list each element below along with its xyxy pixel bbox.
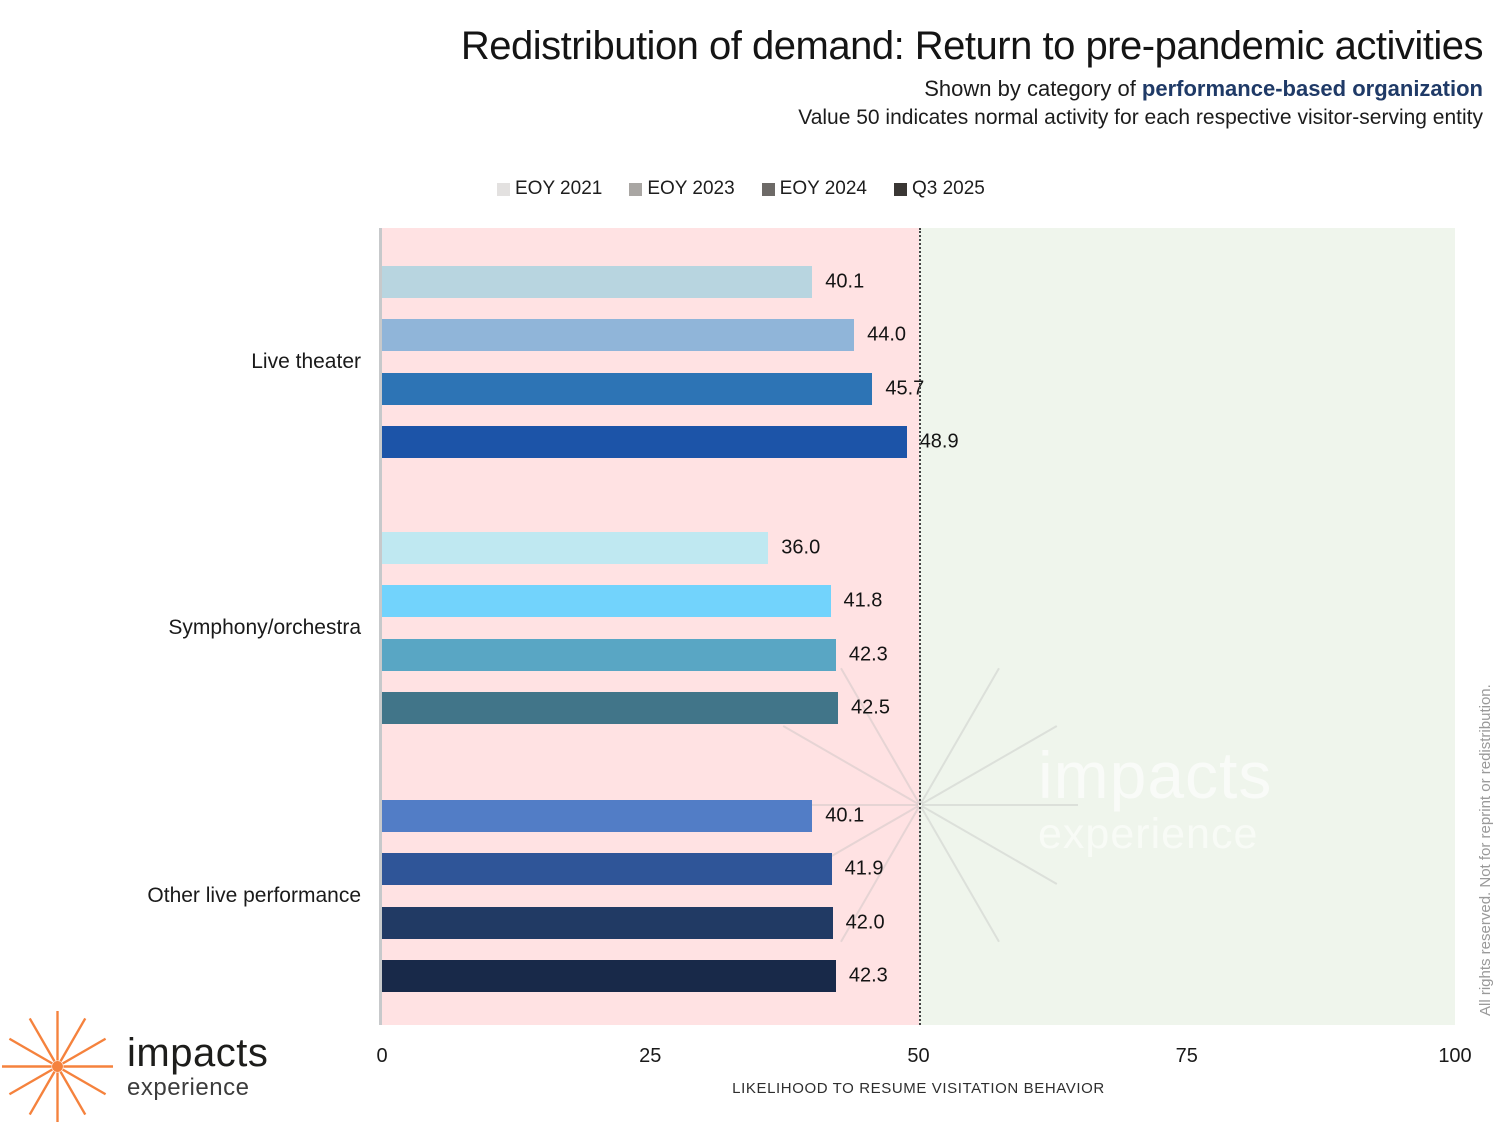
bar: 40.1 [382,800,864,832]
legend-label: EOY 2021 [515,178,603,199]
chart-header: Redistribution of demand: Return to pre-… [460,24,1484,130]
bar: 42.3 [382,638,888,671]
plot-area: Live theater 40.1 44.0 45.7 48.9 Symphony/orc… [147,228,1472,1097]
bar-value-label: 40.1 [825,270,865,293]
bar-value-label: 42.3 [848,643,888,666]
bar-value-label: 42.5 [851,696,890,719]
x-tick-label: 25 [639,1045,662,1067]
bar: 42.5 [382,691,890,724]
bar: 40.1 [382,266,864,298]
bar-value-label: 41.9 [844,857,884,880]
bar: 42.3 [382,959,888,992]
legend-swatch-icon [497,182,510,196]
x-tick-label: 100 [1438,1045,1472,1067]
bar-value-label: 44.0 [867,323,907,346]
bar-value-label: 42.0 [845,911,885,934]
y-axis-line [379,228,382,1025]
zone-0-50 [382,228,919,1025]
legend-label: EOY 2023 [647,178,735,199]
bar-value-label: 48.9 [919,430,959,453]
legend-item: EOY 2023 [629,178,735,200]
chart-subtitle: Shown by category of performance-based o… [461,76,1483,102]
x-tick-label: 0 [376,1045,388,1067]
logo-starburst-icon [1,1010,114,1123]
bar-value-label: 40.1 [825,804,865,827]
category-label: Other live performance [147,883,361,907]
subtitle-prefix: Shown by category of [924,76,1142,101]
bar: 48.9 [382,425,959,458]
legend-label: EOY 2024 [779,178,867,199]
reference-line-50 [918,228,921,1025]
bar-value-label: 36.0 [781,536,821,559]
chart-subtitle-note: Value 50 indicates normal activity for e… [798,106,1483,129]
x-tick-label: 50 [907,1045,930,1067]
x-tick-label: 75 [1175,1045,1198,1067]
zone-50-100 [918,228,1455,1025]
bar-value-label: 42.3 [848,964,888,987]
legend-label: Q3 2025 [911,178,985,199]
legend-item: Q3 2025 [893,178,985,200]
category-label: Live theater [251,349,361,373]
subtitle-highlight: performance-based organization [1141,76,1483,101]
bar-value-label: 41.8 [843,589,883,612]
rights-note: All rights reserved. Not for reprint or … [1477,684,1494,1016]
bar: 44.0 [382,319,906,352]
logo-text: impacts experience [127,1033,268,1100]
legend-swatch-icon [893,182,907,196]
bar: 45.7 [382,372,924,405]
legend-item: EOY 2024 [761,178,867,200]
legend-swatch-icon [761,182,775,196]
logo-tagline: experience [127,1074,250,1101]
chart-legend: EOY 2021 EOY 2023 EOY 2024 Q3 2025 [497,178,985,200]
category-label: Symphony/orchestra [168,615,361,639]
bar: 41.9 [382,853,884,886]
x-axis-title: LIKELIHOOD TO RESUME VISITATION BEHAVIOR [732,1080,1105,1097]
chart-title: Redistribution of demand: Return to pre-… [460,24,1484,68]
bar-value-label: 45.7 [885,377,925,400]
bar: 41.8 [382,585,882,618]
legend-item: EOY 2021 [497,178,602,200]
logo-name: impacts [127,1031,269,1075]
bar: 42.0 [382,906,885,939]
legend-swatch-icon [629,182,643,196]
bar: 36.0 [382,532,820,564]
